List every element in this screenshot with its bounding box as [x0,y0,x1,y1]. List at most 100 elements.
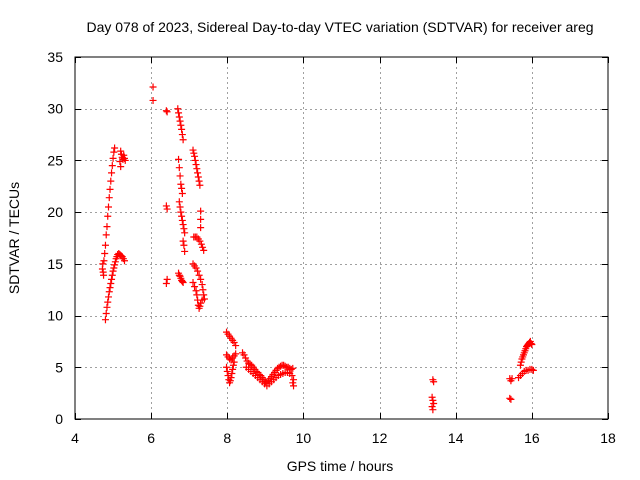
data-point [162,202,170,210]
data-point [101,241,109,249]
data-point [105,288,113,296]
data-point [193,291,201,299]
data-point [232,342,240,350]
y-tick-label: 25 [47,152,63,168]
data-point [289,379,297,387]
data-point [178,216,186,224]
x-axis-label: GPS time / hours [287,458,394,474]
data-point [197,215,205,223]
data-point [178,131,186,139]
data-point [103,303,111,311]
data-point [178,184,186,192]
data-point [163,275,171,283]
data-point [197,299,205,307]
data-point [240,351,248,359]
data-point [195,177,203,185]
data-point [430,399,438,407]
data-point [104,298,112,306]
data-point [117,147,125,155]
data-point [428,403,436,411]
data-point [290,376,298,384]
data-point [107,177,115,185]
data-point [255,371,263,379]
data-point [100,257,108,265]
data-point [528,365,536,373]
data-point [194,267,202,275]
plot-frame [74,56,609,420]
data-point [529,366,537,374]
data-point [196,237,204,245]
data-point [199,286,207,294]
data-point [223,363,231,371]
data-point [197,275,205,283]
data-point [106,284,114,292]
data-point [197,207,205,215]
data-point [198,296,206,304]
data-point [230,358,238,366]
data-point [176,203,184,211]
data-point [180,241,188,249]
data-point [176,172,184,180]
data-point [120,257,128,265]
data-point [111,144,119,152]
data-point [100,271,108,279]
data-point [106,185,114,193]
data-point [149,96,157,104]
chart-title: Day 078 of 2023, Sidereal Day-to-day VTE… [86,19,593,35]
data-point [105,194,113,202]
data-point [287,365,295,373]
data-point [163,205,171,213]
data-point [242,354,250,362]
data-point [108,275,116,283]
data-point [191,152,199,160]
data-point [430,378,438,386]
data-point [116,157,124,165]
data-point [108,169,116,177]
data-point [199,243,207,251]
data-point [192,161,200,169]
data-point [178,125,186,133]
x-tick-label: 10 [296,430,312,446]
y-tick-label: 35 [47,49,63,65]
data-point [99,260,107,268]
data-point [175,155,183,163]
y-tick-label: 10 [47,308,63,324]
data-point [429,406,437,414]
data-point [101,316,109,324]
data-point [101,250,109,258]
data-point [109,154,117,162]
data-point [228,369,236,377]
data-point [178,190,186,198]
x-tick-label: 8 [223,430,231,446]
data-point [178,277,186,285]
data-point [200,291,208,299]
data-point [179,221,187,229]
data-point [102,231,110,239]
data-point [197,224,205,232]
data-point [197,240,205,248]
data-point [111,261,119,269]
data-point [508,375,516,383]
data-point [190,149,198,157]
data-point [180,225,188,233]
data-point [223,367,231,375]
data-point [528,341,536,349]
data-point [193,165,201,173]
data-point [105,203,113,211]
data-point [179,237,187,245]
data-point [289,364,297,372]
grid-lines [75,57,608,419]
x-tick-labels: 4 6 8 10 12 14 16 18 [71,430,616,446]
y-tick-label: 20 [47,204,63,220]
data-point [178,212,186,220]
y-tick-labels: 0 5 10 15 20 25 30 35 [47,49,63,427]
data-point [288,372,296,380]
data-point [198,281,206,289]
data-point [192,287,200,295]
data-point [181,247,189,255]
x-tick-label: 12 [372,430,388,446]
x-tick-label: 6 [147,430,155,446]
data-point [175,113,183,121]
data-point [175,164,183,172]
